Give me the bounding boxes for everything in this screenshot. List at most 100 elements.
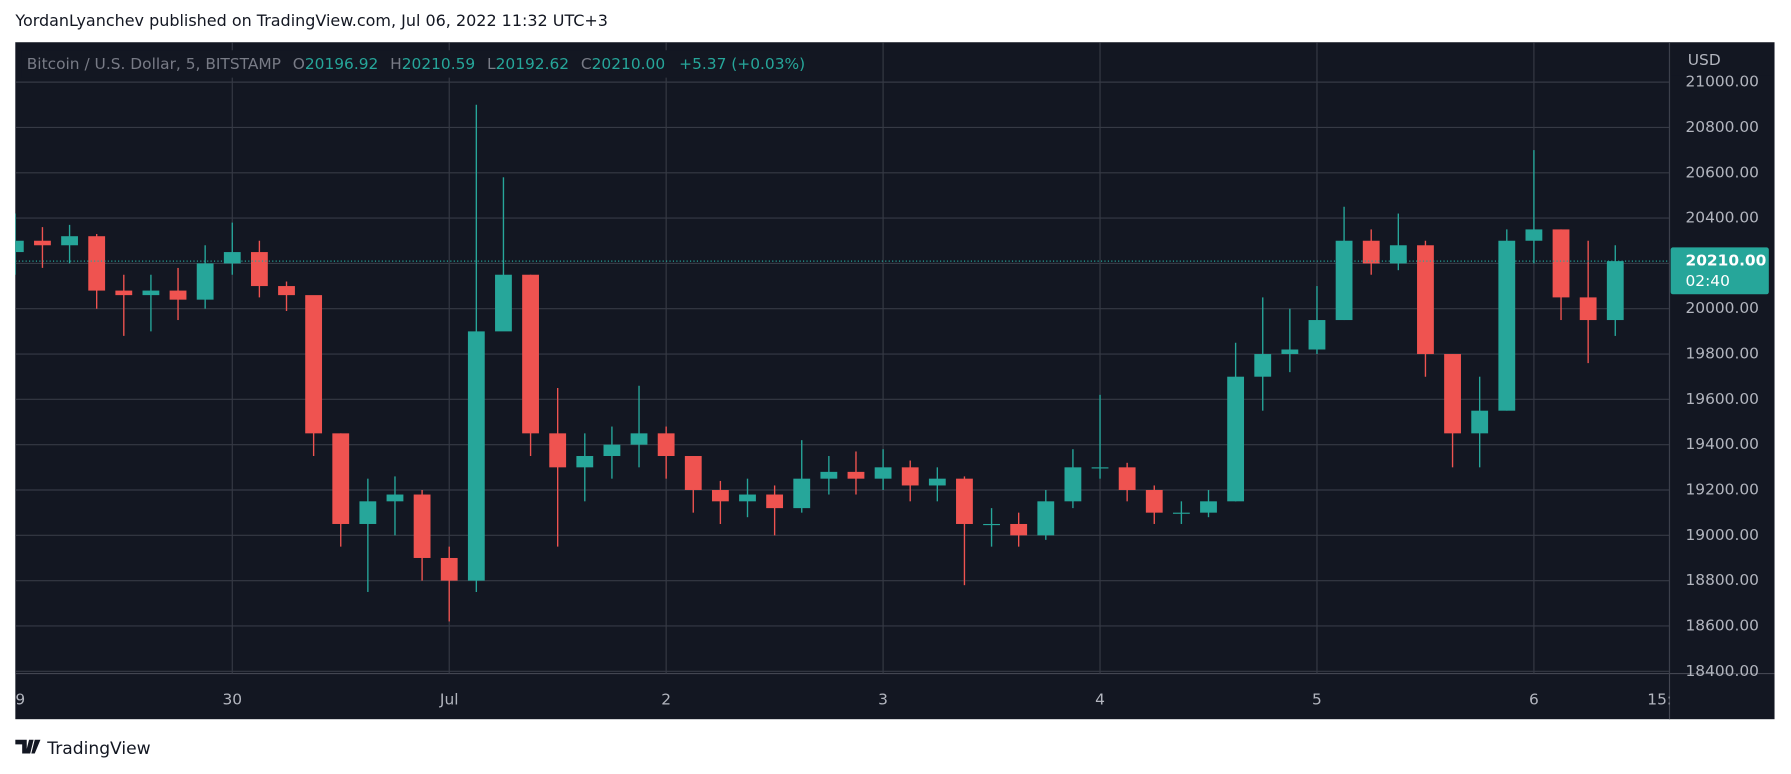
high-label: H xyxy=(390,54,402,72)
candle-body xyxy=(874,467,892,479)
candle-body xyxy=(1525,229,1543,241)
low-label: L xyxy=(487,54,496,72)
candle-body xyxy=(1145,489,1163,513)
candle-body xyxy=(928,478,946,486)
candle-body xyxy=(142,290,160,296)
candle-body xyxy=(359,501,377,524)
close-value: 20210.00 xyxy=(592,54,666,72)
candle-body xyxy=(88,236,106,291)
y-tick-label: 18600.00 xyxy=(1685,616,1759,634)
x-tick-label: 3 xyxy=(878,690,888,708)
candle-body xyxy=(115,290,133,296)
candle-body xyxy=(1579,297,1597,321)
legend: Bitcoin / U.S. Dollar, 5, BITSTAMP O2019… xyxy=(27,54,805,72)
brand: TradingView xyxy=(46,739,150,759)
y-tick-label: 19200.00 xyxy=(1685,480,1759,498)
y-tick-label: 20400.00 xyxy=(1685,209,1759,227)
candle-body xyxy=(278,286,295,296)
candle-body xyxy=(684,456,702,490)
candle-body xyxy=(34,240,51,246)
y-tick-label: 19400.00 xyxy=(1685,435,1759,453)
candle-body xyxy=(495,274,512,332)
last-price-box xyxy=(1670,247,1769,295)
countdown: 02:40 xyxy=(1685,272,1729,290)
candle-body xyxy=(901,467,919,486)
candle-body xyxy=(386,494,404,502)
tv-logo: TradingView xyxy=(15,739,151,759)
candle-body xyxy=(1389,245,1407,264)
candle-body xyxy=(1200,501,1217,513)
candle-body xyxy=(1037,501,1055,536)
candle-body xyxy=(467,331,485,581)
logo-icon xyxy=(15,739,41,754)
candle-body xyxy=(739,494,756,502)
candle-body xyxy=(61,236,78,246)
candle-body xyxy=(549,433,567,468)
candle-body xyxy=(1118,467,1136,490)
currency: USD xyxy=(1688,51,1721,69)
candle-body xyxy=(1335,240,1353,321)
candle-body xyxy=(1091,467,1109,469)
candle-body xyxy=(983,523,1000,526)
candle-body xyxy=(1552,229,1570,298)
candle-body xyxy=(1010,523,1028,536)
y-tick-label: 20600.00 xyxy=(1685,163,1759,181)
y-tick-label: 19000.00 xyxy=(1685,526,1759,544)
y-tick-label: 21000.00 xyxy=(1685,73,1759,91)
candle-body xyxy=(1227,376,1245,502)
candle-body xyxy=(1417,245,1434,355)
legend-bg xyxy=(21,50,809,78)
y-tick-label: 18400.00 xyxy=(1685,662,1759,680)
y-tick-label: 20000.00 xyxy=(1685,299,1759,317)
candle-body xyxy=(956,478,973,524)
candle-body xyxy=(1444,354,1461,434)
candle-body xyxy=(603,444,621,457)
open-label: O xyxy=(293,54,305,72)
y-tick-label: 20800.00 xyxy=(1685,118,1759,136)
candle-body xyxy=(711,489,729,502)
candle-body xyxy=(169,290,187,300)
publisher: YordanLyanchev published on TradingView.… xyxy=(14,11,608,30)
candle-body xyxy=(223,252,241,264)
candle-body xyxy=(766,494,784,509)
x-tick-label: 5 xyxy=(1312,690,1322,708)
candle-body xyxy=(657,433,675,457)
candle-body xyxy=(847,471,865,479)
candle-body xyxy=(1172,512,1190,514)
candle-body xyxy=(1064,467,1082,502)
high-value: 20210.59 xyxy=(402,54,476,72)
y-tick-label: 19600.00 xyxy=(1685,390,1759,408)
change: +5.37 (+0.03%) xyxy=(679,54,805,72)
y-tick-label: 18800.00 xyxy=(1685,571,1759,589)
y-tick-label: 19800.00 xyxy=(1685,345,1759,363)
x-tick-label: 4 xyxy=(1095,690,1105,708)
candle-body xyxy=(1362,240,1380,264)
candle-body xyxy=(196,263,214,300)
candle-body xyxy=(793,478,811,509)
low-value: 20192.62 xyxy=(496,54,570,72)
symbol: Bitcoin / U.S. Dollar, 5, BITSTAMP xyxy=(27,54,281,72)
open-value: 20196.92 xyxy=(305,54,379,72)
x-tick-label: 2 xyxy=(661,690,671,708)
candle-body xyxy=(1606,261,1624,321)
candle-body xyxy=(413,494,431,558)
x-tick-label: 30 xyxy=(222,690,242,708)
candle-body xyxy=(440,557,458,581)
last-price-label: 20210.00 xyxy=(1685,252,1766,270)
candle-body xyxy=(332,433,350,524)
x-tick-label: 6 xyxy=(1529,690,1539,708)
candle-body xyxy=(1308,320,1326,350)
candle-body xyxy=(15,240,24,253)
x-tick-label: Jul xyxy=(439,690,459,708)
candle-body xyxy=(1471,410,1489,434)
candle-body xyxy=(250,252,268,287)
candle-body xyxy=(522,274,539,434)
candle-body xyxy=(630,433,648,445)
candle-body xyxy=(1281,349,1299,355)
close-label: C xyxy=(581,54,592,72)
x-tick-label: 15:00 xyxy=(1647,690,1691,708)
candle-body xyxy=(576,456,594,468)
candle-body xyxy=(1254,354,1272,377)
x-tick-label: 29 xyxy=(6,690,26,708)
